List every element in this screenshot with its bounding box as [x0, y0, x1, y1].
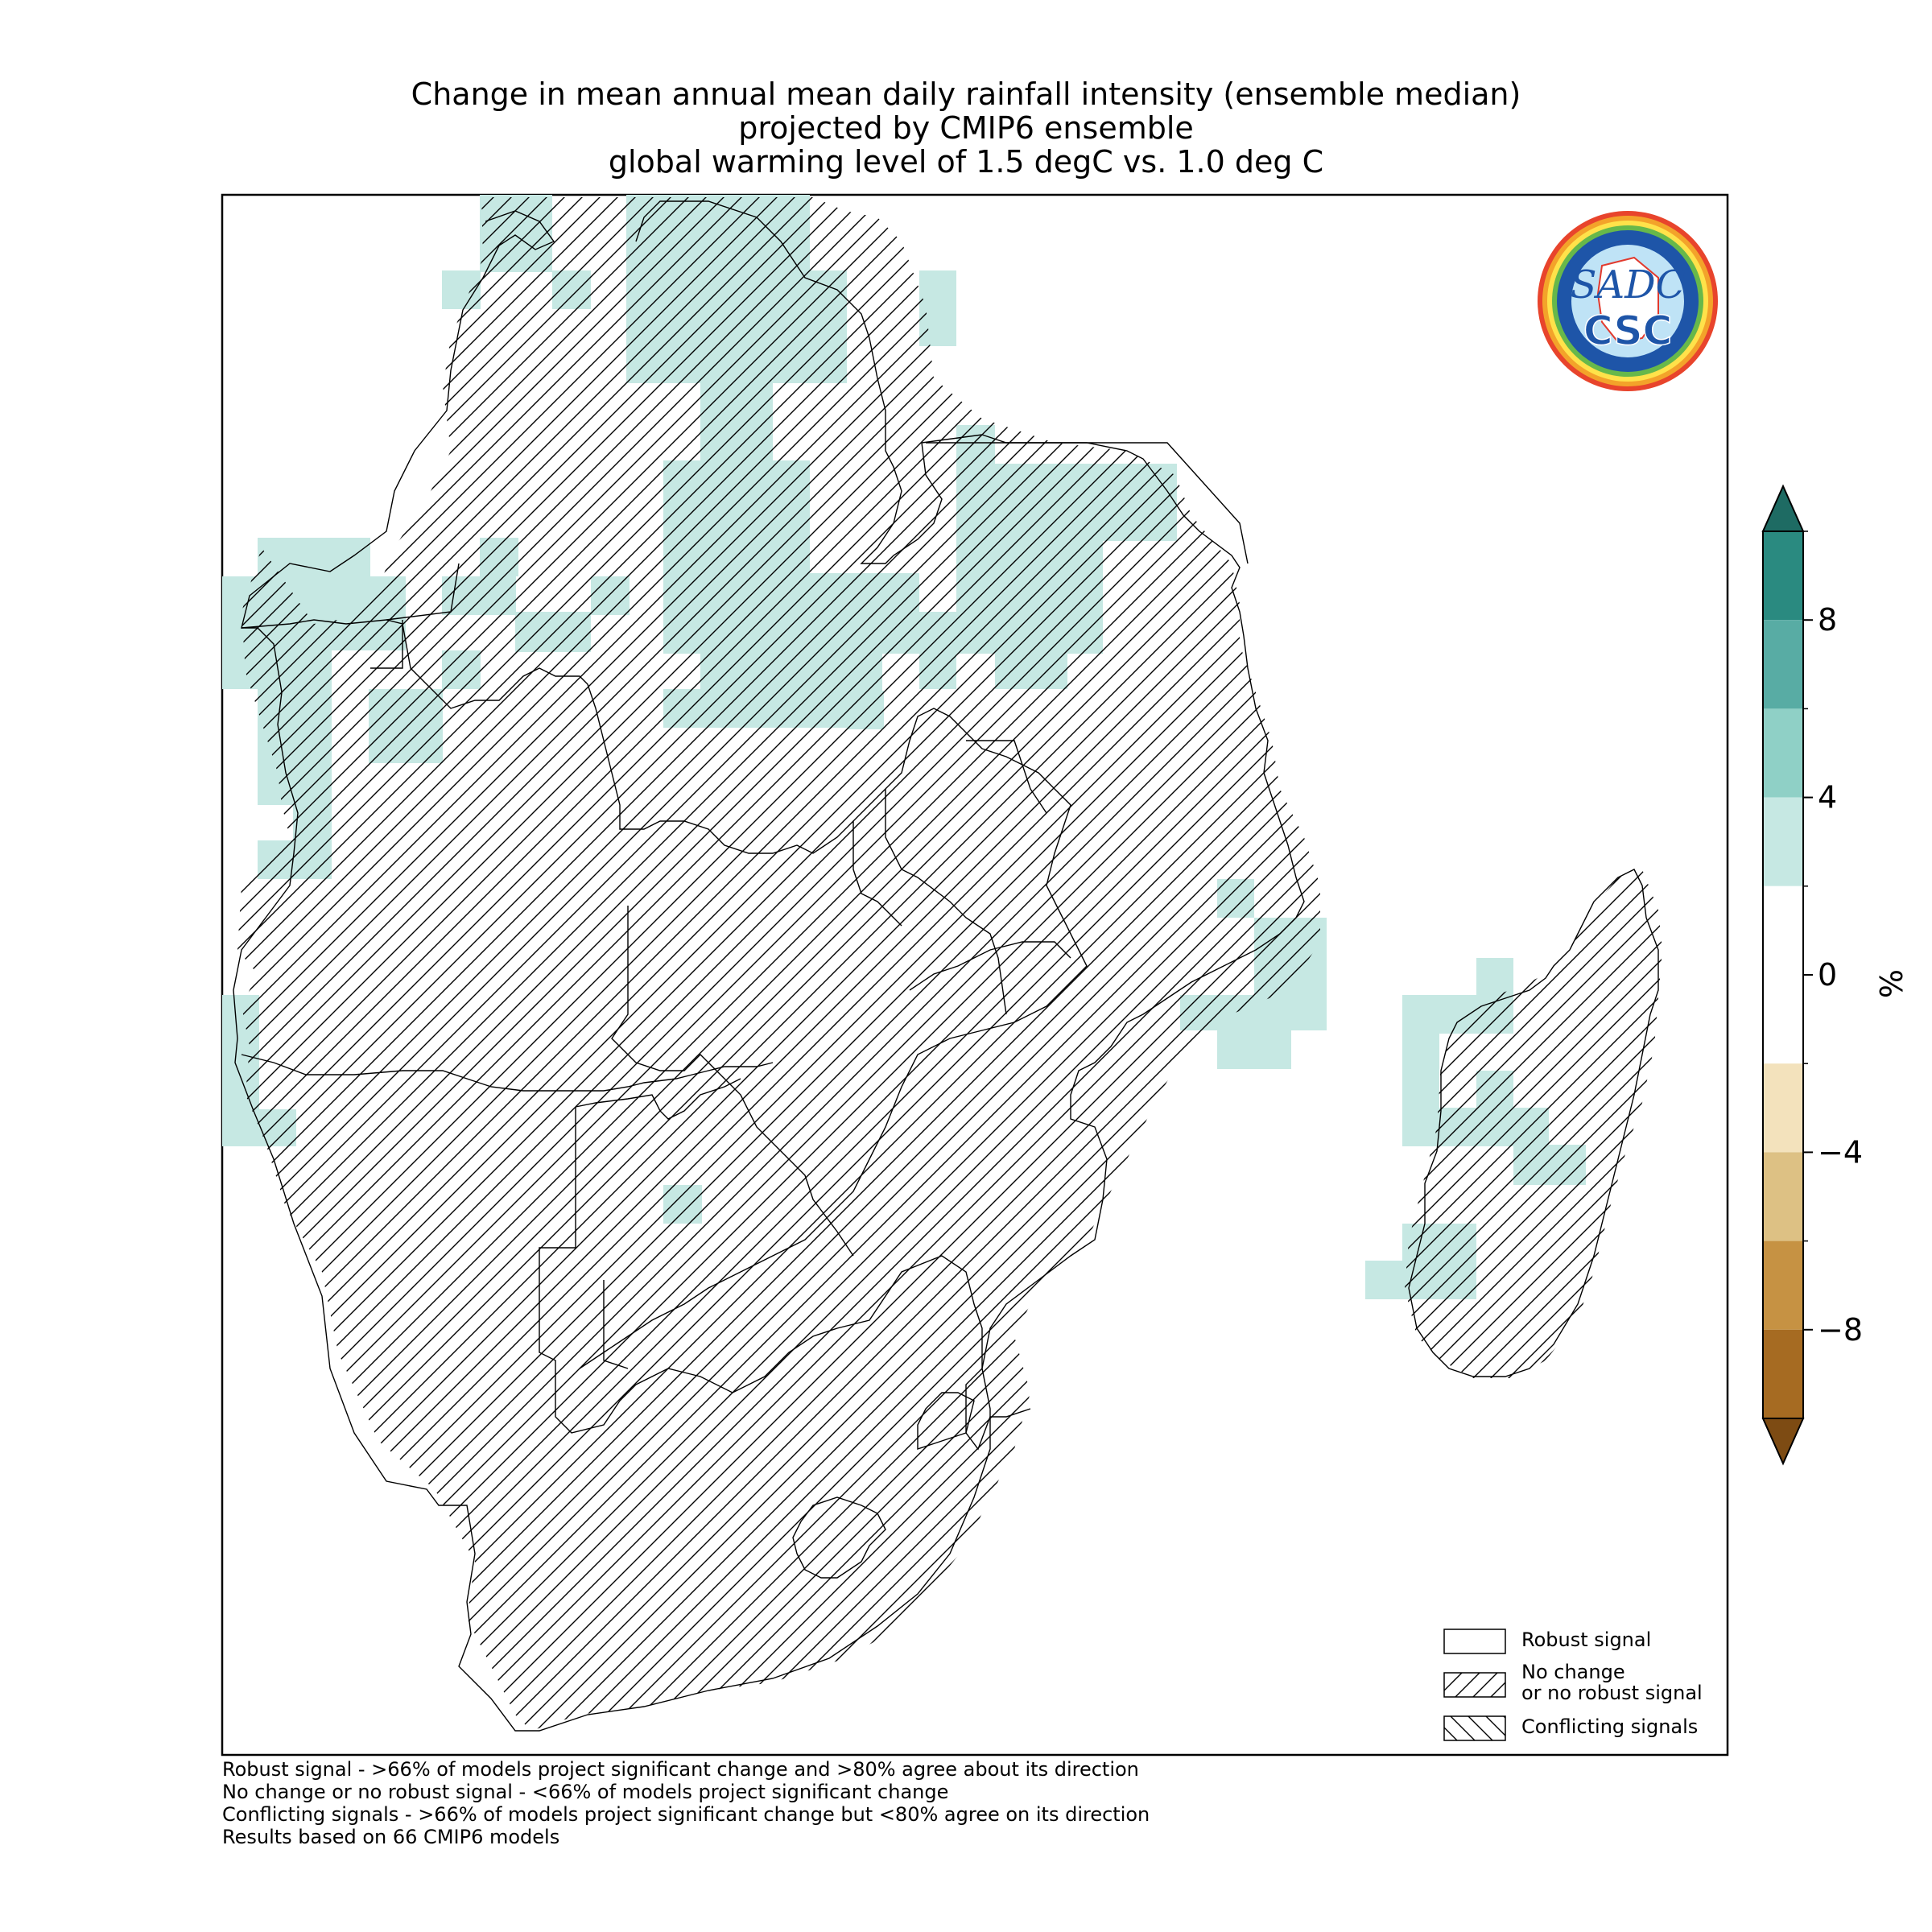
colorbar-extend-max [1761, 484, 1805, 532]
title-line-1: Change in mean annual mean daily rainfal… [411, 76, 1521, 112]
colorbar-bin [1763, 531, 1803, 621]
colorbar: 8 4 0 −4 −8 [1761, 484, 1863, 1466]
footnote-1: Robust signal - >66% of models project s… [222, 1758, 1139, 1781]
title-line-3: global warming level of 1.5 degC vs. 1.0… [608, 144, 1324, 180]
footnote-3: Conflicting signals - >66% of models pro… [222, 1803, 1150, 1826]
legend-label-no-change-1: No change [1521, 1661, 1625, 1683]
colorbar-bin [1763, 1241, 1803, 1330]
colorbar-bin [1763, 620, 1803, 709]
footnotes: Robust signal - >66% of models project s… [222, 1758, 1150, 1848]
colorbar-tick-label: 8 [1818, 602, 1837, 638]
legend-label-no-change-2: or no robust signal [1521, 1682, 1703, 1704]
footnote-4: Results based on 66 CMIP6 models [222, 1826, 560, 1848]
colorbar-bin [1763, 708, 1803, 798]
legend-label-conflicting: Conflicting signals [1521, 1715, 1699, 1738]
title-line-2: projected by CMIP6 ensemble [738, 110, 1194, 146]
legend-swatch-robust [1443, 1629, 1506, 1654]
colorbar-extend-min [1761, 1418, 1805, 1466]
colorbar-bin [1763, 1329, 1803, 1418]
country-borders [233, 200, 1659, 1732]
colorbar-bin [1763, 797, 1803, 886]
chart-title: Change in mean annual mean daily rainfal… [0, 77, 1932, 179]
colorbar-tick-label: 0 [1818, 957, 1837, 993]
sadc-csc-logo: CSC SADC [1538, 211, 1718, 391]
colorbar-tick-label: 4 [1818, 780, 1837, 815]
footnote-2: No change or no robust signal - <66% of … [222, 1781, 949, 1803]
legend [1443, 1629, 1506, 1741]
legend-swatch-no-change [1443, 1672, 1506, 1698]
colorbar-unit: % [1874, 968, 1909, 999]
svg-text:SADC: SADC [1571, 262, 1686, 308]
colorbar-bin [1763, 886, 1803, 1064]
logo-text: CSC [1583, 308, 1672, 354]
colorbar-tick-label: −4 [1818, 1134, 1863, 1170]
colorbar-tick-label: −8 [1818, 1312, 1863, 1348]
legend-swatch-conflicting [1443, 1715, 1506, 1741]
colorbar-bin [1763, 1063, 1803, 1153]
legend-label-robust: Robust signal [1521, 1629, 1652, 1651]
colorbar-bin [1763, 1152, 1803, 1241]
